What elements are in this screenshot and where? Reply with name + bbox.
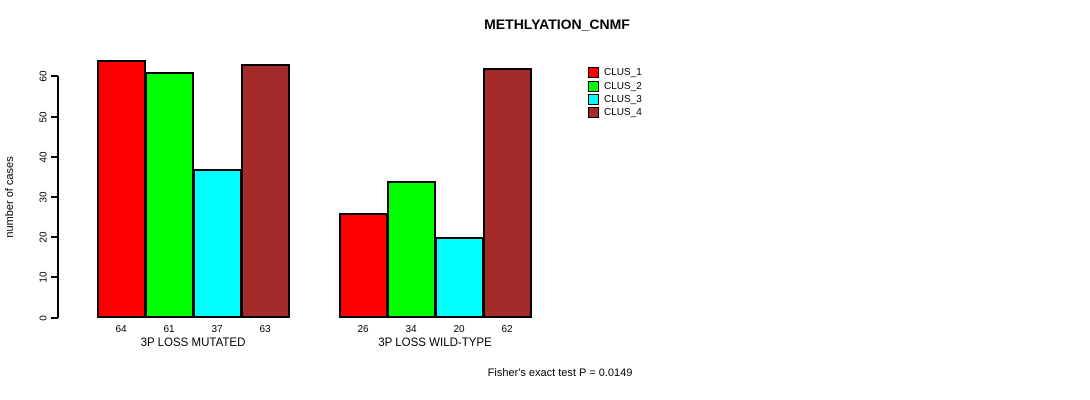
y-axis-label: number of cases <box>4 156 16 238</box>
bar-value-clus_4-group-2: 62 <box>501 324 513 335</box>
y-tick-label-40: 40 <box>38 151 50 163</box>
bar-clus_4-group-2 <box>483 68 532 319</box>
y-tick-mark-40 <box>51 155 58 158</box>
legend-swatch-icon <box>588 67 599 79</box>
y-tick-mark-0 <box>51 316 58 319</box>
legend: CLUS_1 CLUS_2 CLUS_3 CLUS_4 <box>588 66 642 120</box>
y-tick-mark-20 <box>51 236 58 239</box>
group-label-1: 3P LOSS MUTATED <box>140 337 246 349</box>
bar-value-clus_3-group-2: 20 <box>453 324 465 335</box>
bar-value-clus_2-group-1: 61 <box>163 324 175 335</box>
bar-value-clus_4-group-1: 63 <box>259 324 271 335</box>
legend-swatch-icon <box>588 80 599 92</box>
y-tick-label-30: 30 <box>38 191 50 203</box>
legend-label: CLUS_1 <box>604 67 642 79</box>
y-tick-label-60: 60 <box>38 70 50 83</box>
bar-value-clus_2-group-2: 34 <box>405 324 417 335</box>
y-tick-mark-10 <box>51 276 58 279</box>
y-tick-mark-50 <box>51 115 58 118</box>
legend-row-clus_2: CLUS_2 <box>588 79 642 92</box>
legend-row-clus_3: CLUS_3 <box>588 93 642 106</box>
bar-clus_1-group-2 <box>339 213 388 319</box>
bar-clus_4-group-1 <box>241 64 290 319</box>
legend-swatch-icon <box>588 93 599 105</box>
legend-label: CLUS_3 <box>604 93 642 105</box>
group-label-2: 3P LOSS WILD-TYPE <box>378 337 492 349</box>
bar-value-clus_3-group-1: 37 <box>211 324 223 335</box>
y-tick-label-10: 10 <box>38 271 50 283</box>
legend-row-clus_4: CLUS_4 <box>588 106 642 119</box>
y-tick-label-0: 0 <box>38 314 50 321</box>
legend-row-clus_1: CLUS_1 <box>588 66 642 79</box>
legend-swatch-icon <box>588 107 599 119</box>
bar-value-clus_1-group-1: 64 <box>115 324 127 335</box>
legend-label: CLUS_2 <box>604 80 642 92</box>
y-tick-mark-30 <box>51 195 58 198</box>
y-axis-line <box>57 76 59 319</box>
bar-clus_2-group-2 <box>387 180 436 319</box>
caption: Fisher's exact test P = 0.0149 <box>487 367 633 379</box>
legend-label: CLUS_4 <box>604 107 642 119</box>
bar-clus_1-group-1 <box>97 60 146 319</box>
bar-clus_3-group-1 <box>193 168 242 319</box>
bar-value-clus_1-group-2: 26 <box>357 324 369 335</box>
y-tick-label-20: 20 <box>38 231 50 243</box>
bar-clus_3-group-2 <box>435 237 484 319</box>
chart-title: METHLYATION_CNMF <box>484 16 630 32</box>
y-tick-mark-60 <box>51 75 58 78</box>
bar-clus_2-group-1 <box>145 72 194 319</box>
y-tick-label-50: 50 <box>38 111 50 123</box>
